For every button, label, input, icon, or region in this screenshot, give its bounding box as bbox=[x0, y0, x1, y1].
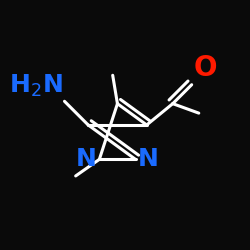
Text: N: N bbox=[138, 147, 159, 171]
Text: O: O bbox=[194, 54, 218, 82]
Text: H$_2$N: H$_2$N bbox=[8, 73, 62, 99]
Text: N: N bbox=[76, 147, 97, 171]
